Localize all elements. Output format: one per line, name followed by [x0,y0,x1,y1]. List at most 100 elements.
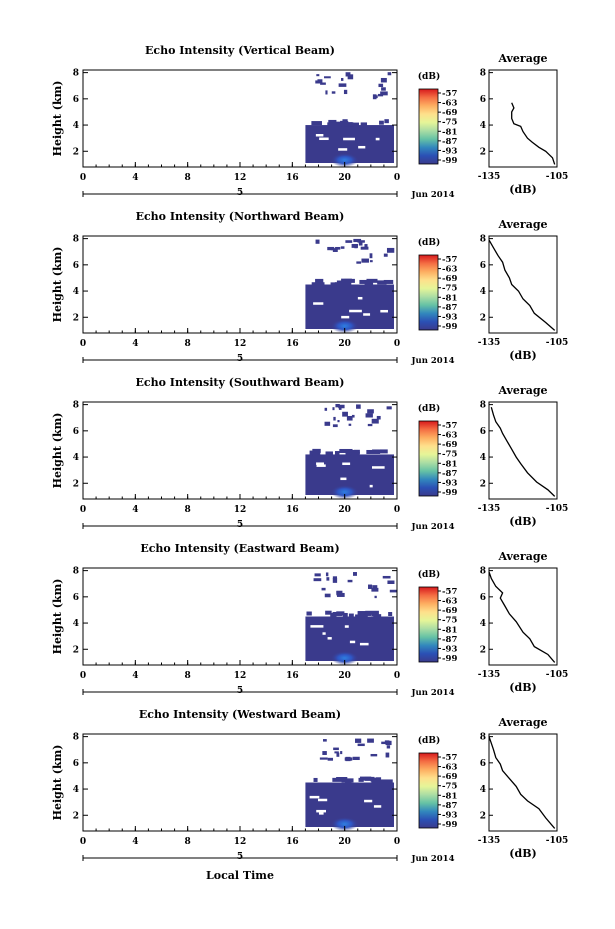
x-tick-label: 12 [234,671,247,681]
echo-speck [376,415,381,420]
echo-gap [338,148,348,151]
echo-gap [358,145,366,149]
echo-speck [345,240,353,243]
date-label: Jun 2014 [411,854,455,864]
profile-y-tick-label: 4 [480,121,486,131]
profile-y-tick-label: 6 [480,759,486,769]
profile-title: Average [497,716,547,729]
echo-speck [334,451,340,456]
y-tick-label: 8 [73,567,79,577]
profile-y-tick-label: 4 [480,453,486,463]
echo-speck [355,738,362,743]
echo-speck [341,778,354,783]
panel-3: Echo Intensity (Southward Beam) 2 4 6 8 Heigh… [51,376,568,532]
echo-speck [344,757,353,761]
profile-frame [488,401,558,500]
colorbar [418,752,439,829]
colorbar-label: -75 [442,782,457,792]
echo-speck [324,593,331,598]
echo-speck [370,753,378,757]
echo-gap [343,137,355,141]
profile-y-tick-label: 6 [480,593,486,603]
panel-title: Echo Intensity (Vertical Beam) [145,44,335,57]
echo-speck [332,424,338,428]
x-tick-label: 4 [132,837,138,847]
echo-speck [332,407,335,411]
echo-gap [342,462,351,466]
profile-line [490,407,556,497]
echo-gap [315,134,324,137]
echo-speck [379,120,384,125]
y-tick-label: 8 [73,733,79,743]
echo-gap [369,484,373,488]
colorbar-label: -69 [442,772,457,782]
echo-speck [380,91,388,96]
x-tick-label: 4 [132,173,138,183]
echo-speck [324,407,328,411]
echo-speck [338,404,345,409]
echo-speck [351,414,355,418]
colorbar-label: -63 [442,99,457,109]
x-tick-label: 0 [80,671,86,681]
echo-speck [371,779,378,784]
profile-x-tick-label: -105 [546,172,569,182]
echo-speck [330,248,336,251]
echo-speck [331,91,336,94]
echo-gap [327,637,332,640]
echo-speck [389,589,397,593]
profile-x-tick-label: -105 [546,338,569,348]
echo-speck [357,743,365,747]
colorbar-label: -93 [442,478,457,488]
colorbar-label: -81 [442,791,457,801]
colorbar-label: -87 [442,635,457,645]
echo-speck [335,404,340,408]
x-tick-label: 0 [80,837,86,847]
colorbar-label: -69 [442,108,457,118]
date-label: Jun 2014 [411,190,455,200]
x-tick-label: 4 [132,505,138,515]
echo-speck [366,278,378,283]
colorbar-unit: (dB) [418,71,440,82]
x-tick-label: 0 [80,173,86,183]
colorbar [418,254,439,331]
echo-speck [327,757,334,761]
colorbar-label: -57 [442,421,457,431]
profile-frame [488,733,558,832]
echo-speck [353,449,360,454]
echo-speck [386,247,395,253]
echo-gap [316,809,327,813]
colorbar [418,420,439,497]
y-tick-label: 6 [73,593,79,603]
echo-speck [340,751,343,755]
profile-y-tick-label: 8 [480,69,486,79]
echo-gap [372,466,385,469]
echo-speck [367,409,374,414]
echo-speck [313,578,322,582]
echo-speck [359,279,373,284]
echo-speck [342,411,348,417]
colorbar-label: -81 [442,625,457,635]
echo-speck [317,79,323,83]
profile-y-tick-label: 2 [480,811,486,821]
echo-core [330,319,359,333]
x-tick-label: 16 [286,505,299,515]
echo-speck [377,93,384,97]
y-tick-label: 6 [73,261,79,271]
x-tick-label: 0 [394,173,400,183]
panel-title: Echo Intensity (Northward Beam) [136,210,345,223]
echo-gap [373,805,382,808]
echo-speck [347,74,354,80]
echo-speck [314,573,321,577]
y-tick-label: 2 [73,313,79,323]
day-label: 5 [237,354,243,364]
echo-speck [333,747,339,751]
x-tick-label: 16 [286,173,299,183]
echo-speck [325,572,329,577]
profile-y-tick-label: 6 [480,95,486,105]
colorbar-label: -93 [442,810,457,820]
echo-speck [358,241,363,246]
colorbar-label: -99 [442,820,457,830]
echo-speck [374,595,377,599]
y-tick-label: 2 [73,147,79,157]
y-tick-label: 4 [73,121,79,131]
